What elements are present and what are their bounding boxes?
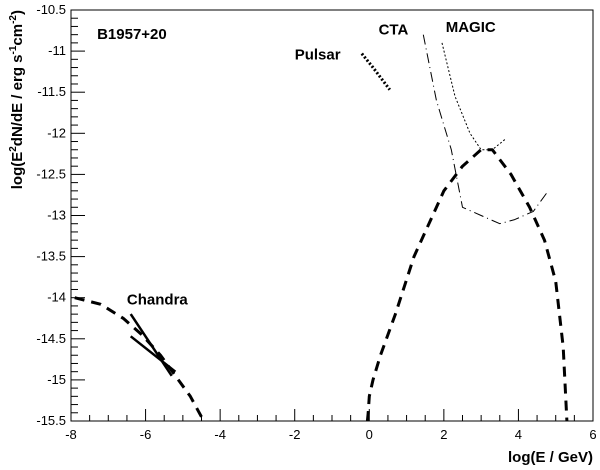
y-tick-label: -13.5 — [36, 249, 66, 264]
y-title-part-3: cm — [9, 24, 26, 46]
plot-frame — [70, 9, 594, 422]
x-tick-label: 6 — [589, 427, 596, 442]
y-tick-label: -15.5 — [36, 413, 66, 428]
y-tick-label: -10.5 — [36, 2, 66, 17]
annotation-source: B1957+20 — [97, 26, 167, 43]
y-title-sup-1: 2 — [8, 146, 19, 152]
annotation-cta: CTA — [379, 22, 409, 39]
series-ic-spectrum — [365, 148, 569, 422]
y-tick-label: -12 — [47, 125, 66, 140]
x-tick-label: -6 — [140, 427, 152, 442]
y-title-part-1: log(E — [9, 152, 26, 190]
y-title-sup-2: -1 — [8, 45, 19, 54]
y-title-part-2: dN/dE / erg s — [9, 55, 26, 147]
series-magic-sensitivity — [441, 42, 506, 151]
annotation-chandra: Chandra — [127, 291, 189, 308]
y-tick-label: -11.5 — [37, 84, 66, 99]
y-tick-label: -13 — [47, 208, 66, 223]
x-axis-title: log(E / GeV) — [508, 449, 593, 466]
annotation-pulsar: Pulsar — [295, 46, 341, 63]
annotation-magic: MAGIC — [446, 19, 496, 36]
y-title-sup-3: -2 — [8, 15, 19, 24]
annotations: B1957+20 Pulsar CTA MAGIC Chandra — [97, 19, 496, 308]
series-chandra-spectrum-2 — [129, 335, 177, 373]
axis-ticks — [70, 9, 594, 422]
x-tick-label: 2 — [440, 427, 447, 442]
x-tick-label: -8 — [65, 427, 77, 442]
y-axis-title: log(E2dN/dE / erg s-1cm-2) — [8, 10, 26, 189]
x-tick-label: 0 — [366, 427, 373, 442]
series-cta-sensitivity — [422, 34, 549, 225]
series-layer — [74, 34, 569, 423]
y-tick-label: -12.5 — [36, 166, 66, 181]
series-pulsar — [360, 52, 391, 91]
y-title-part-4: ) — [9, 10, 26, 15]
tick-labels: -8 -6 -4 -2 0 2 4 6 -15.5 -15 -14.5 -14 -13.5 -13 -12.… — [36, 2, 596, 442]
x-tick-label: -4 — [214, 427, 226, 442]
y-tick-label: -14 — [47, 290, 66, 305]
y-tick-label: -15 — [47, 372, 66, 387]
x-tick-label: 4 — [515, 427, 522, 442]
y-tick-label: -14.5 — [36, 331, 66, 346]
series-chandra-spectrum-1 — [129, 313, 173, 377]
series-synchrotron — [74, 296, 207, 423]
x-tick-label: -2 — [289, 427, 301, 442]
y-tick-label: -11 — [48, 43, 66, 58]
